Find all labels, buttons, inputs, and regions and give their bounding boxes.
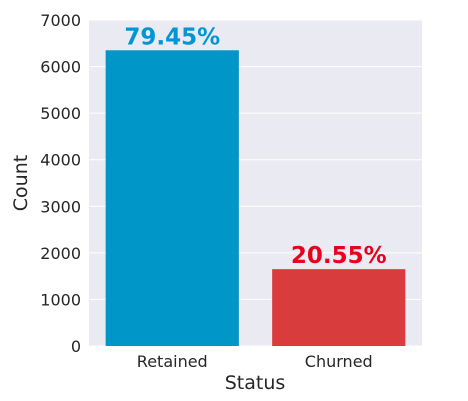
x-tick-label: Retained <box>137 352 208 371</box>
y-tick-label: 4000 <box>40 151 81 170</box>
y-tick-label: 7000 <box>40 11 81 30</box>
y-axis-label: Count <box>10 155 32 211</box>
bar-retained <box>105 50 239 347</box>
y-tick-label: 3000 <box>40 197 81 216</box>
bar-value-label: 79.45% <box>124 24 220 50</box>
y-tick-label: 1000 <box>40 290 81 309</box>
bar-churned <box>272 269 406 346</box>
bar-value-label: 20.55% <box>291 243 387 269</box>
x-tick-label: Churned <box>305 352 373 371</box>
y-tick-label: 6000 <box>40 58 81 77</box>
x-axis-label: Status <box>225 372 286 394</box>
y-tick-label: 5000 <box>40 104 81 123</box>
y-tick-label: 2000 <box>40 244 81 263</box>
y-tick-label: 0 <box>71 337 81 356</box>
